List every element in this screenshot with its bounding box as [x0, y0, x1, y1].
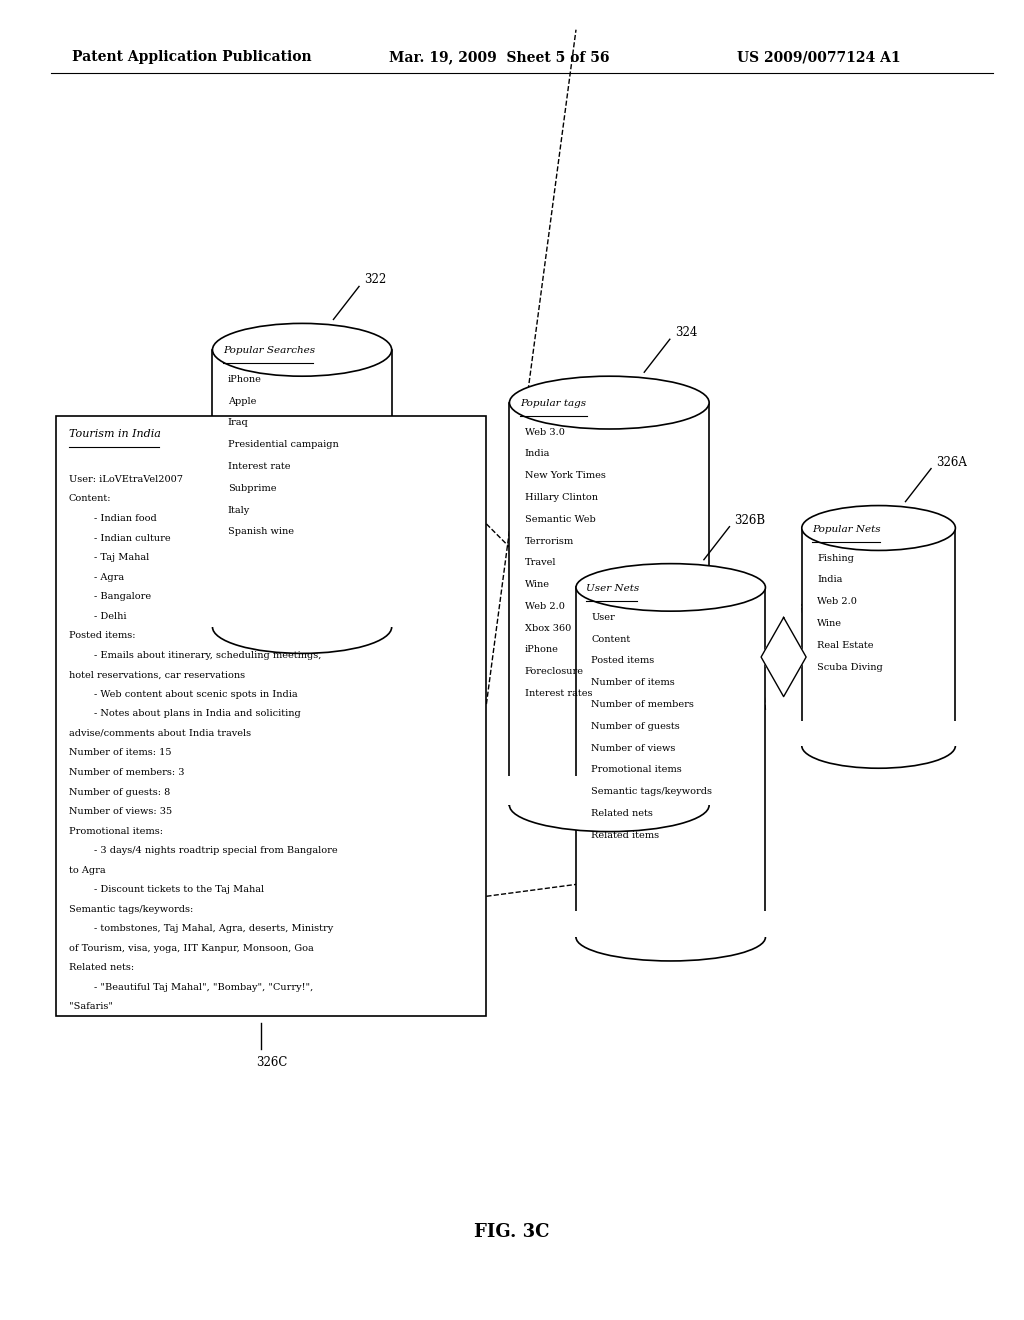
Text: Hillary Clinton: Hillary Clinton [524, 494, 598, 502]
Text: Scuba Diving: Scuba Diving [817, 663, 883, 672]
Text: - Web content about scenic spots in India: - Web content about scenic spots in Indi… [69, 690, 297, 698]
Ellipse shape [575, 564, 766, 611]
Text: Fishing: Fishing [817, 553, 854, 562]
Text: Number of items: 15: Number of items: 15 [69, 748, 171, 758]
Text: Terrorism: Terrorism [524, 537, 574, 545]
Text: - Delhi: - Delhi [69, 611, 126, 620]
Text: Italy: Italy [227, 506, 250, 515]
Text: Popular Searches: Popular Searches [223, 346, 314, 355]
Text: - "Beautiful Taj Mahal", "Bombay", "Curry!",: - "Beautiful Taj Mahal", "Bombay", "Curr… [69, 983, 313, 991]
Text: Wine: Wine [524, 581, 550, 589]
Ellipse shape [575, 913, 766, 961]
Ellipse shape [509, 779, 709, 832]
Text: - Emails about itinerary, scheduling meetings,: - Emails about itinerary, scheduling mee… [69, 651, 321, 660]
Text: Related nets:: Related nets: [69, 964, 134, 973]
Text: Web 3.0: Web 3.0 [524, 428, 564, 437]
Text: Number of guests: Number of guests [592, 722, 680, 731]
Text: Posted items: Posted items [592, 656, 654, 665]
Bar [802, 528, 955, 746]
Text: - Bangalore: - Bangalore [69, 593, 151, 601]
Text: Semantic tags/keywords:: Semantic tags/keywords: [69, 904, 193, 913]
Text: Number of items: Number of items [592, 678, 675, 688]
Bar [207, 598, 396, 627]
Text: 326B: 326B [734, 513, 766, 527]
Text: - Taj Mahal: - Taj Mahal [69, 553, 148, 562]
Text: FIG. 3C: FIG. 3C [474, 1222, 550, 1241]
Text: Number of views: 35: Number of views: 35 [69, 807, 172, 816]
Text: Content: Content [592, 635, 631, 644]
Ellipse shape [213, 323, 391, 376]
Bar [575, 587, 766, 937]
Ellipse shape [213, 601, 391, 653]
Text: Xbox 360: Xbox 360 [524, 624, 571, 632]
Text: User Nets: User Nets [586, 583, 640, 593]
Text: - tombstones, Taj Mahal, Agra, deserts, Ministry: - tombstones, Taj Mahal, Agra, deserts, … [69, 924, 333, 933]
Text: Iraq: Iraq [227, 418, 249, 428]
Bar [509, 403, 709, 805]
Text: to Agra: to Agra [69, 866, 105, 875]
Bar [56, 416, 486, 1016]
Text: iPhone: iPhone [227, 375, 262, 384]
Text: Related nets: Related nets [592, 809, 653, 818]
Text: New York Times: New York Times [524, 471, 605, 480]
Text: India: India [524, 449, 550, 458]
Text: - Indian culture: - Indian culture [69, 533, 170, 543]
Text: Interest rate: Interest rate [227, 462, 291, 471]
Text: Web 2.0: Web 2.0 [524, 602, 564, 611]
Text: Mar. 19, 2009  Sheet 5 of 56: Mar. 19, 2009 Sheet 5 of 56 [389, 50, 609, 65]
Polygon shape [761, 618, 806, 697]
Text: - Indian food: - Indian food [69, 513, 157, 523]
Ellipse shape [802, 723, 955, 768]
Bar [797, 721, 961, 746]
Text: Foreclosure: Foreclosure [524, 668, 584, 676]
Text: Spanish wine: Spanish wine [227, 528, 294, 536]
Text: Number of members: 3: Number of members: 3 [69, 768, 184, 777]
Text: Web 2.0: Web 2.0 [817, 597, 857, 606]
Text: Presidential campaign: Presidential campaign [227, 441, 339, 449]
Text: Related items: Related items [592, 830, 659, 840]
Text: Tourism in India: Tourism in India [69, 429, 161, 440]
Text: Subprime: Subprime [227, 484, 276, 492]
Text: Travel: Travel [524, 558, 556, 568]
Text: "Safaris": "Safaris" [69, 1002, 113, 1011]
Text: advise/comments about India travels: advise/comments about India travels [69, 729, 251, 738]
Text: - Discount tickets to the Taj Mahal: - Discount tickets to the Taj Mahal [69, 886, 264, 894]
Text: Posted items:: Posted items: [69, 631, 135, 640]
Text: 324: 324 [675, 326, 697, 339]
Text: of Tourism, visa, yoga, IIT Kanpur, Monsoon, Goa: of Tourism, visa, yoga, IIT Kanpur, Mons… [69, 944, 313, 953]
Text: iPhone: iPhone [524, 645, 559, 655]
Text: User: User [592, 612, 615, 622]
Text: Number of views: Number of views [592, 743, 676, 752]
Text: hotel reservations, car reservations: hotel reservations, car reservations [69, 671, 245, 680]
Bar [504, 776, 715, 805]
Text: - Notes about plans in India and soliciting: - Notes about plans in India and solicit… [69, 709, 300, 718]
Text: - 3 days/4 nights roadtrip special from Bangalore: - 3 days/4 nights roadtrip special from … [69, 846, 337, 855]
Text: User: iLoVEtraVel2007: User: iLoVEtraVel2007 [69, 475, 182, 484]
Text: Popular tags: Popular tags [519, 399, 586, 408]
Text: India: India [817, 576, 843, 585]
Text: Patent Application Publication: Patent Application Publication [72, 50, 311, 65]
Text: Number of guests: 8: Number of guests: 8 [69, 788, 170, 796]
Text: Promotional items:: Promotional items: [69, 826, 163, 836]
Text: Interest rates: Interest rates [524, 689, 592, 698]
Text: - Agra: - Agra [69, 573, 124, 582]
Text: Wine: Wine [817, 619, 842, 628]
Text: Semantic tags/keywords: Semantic tags/keywords [592, 787, 713, 796]
Text: Apple: Apple [227, 396, 256, 405]
Ellipse shape [509, 376, 709, 429]
Text: 326C: 326C [256, 1056, 288, 1069]
Text: US 2009/0077124 A1: US 2009/0077124 A1 [737, 50, 901, 65]
Text: 322: 322 [365, 273, 386, 286]
Ellipse shape [802, 506, 955, 550]
Text: Real Estate: Real Estate [817, 640, 873, 649]
Text: Number of members: Number of members [592, 700, 694, 709]
Text: Popular Nets: Popular Nets [812, 524, 881, 533]
Bar [213, 350, 391, 627]
Text: Promotional items: Promotional items [592, 766, 682, 775]
Text: 326A: 326A [936, 455, 967, 469]
Text: Content:: Content: [69, 495, 112, 503]
Text: Semantic Web: Semantic Web [524, 515, 596, 524]
Bar [571, 911, 770, 937]
